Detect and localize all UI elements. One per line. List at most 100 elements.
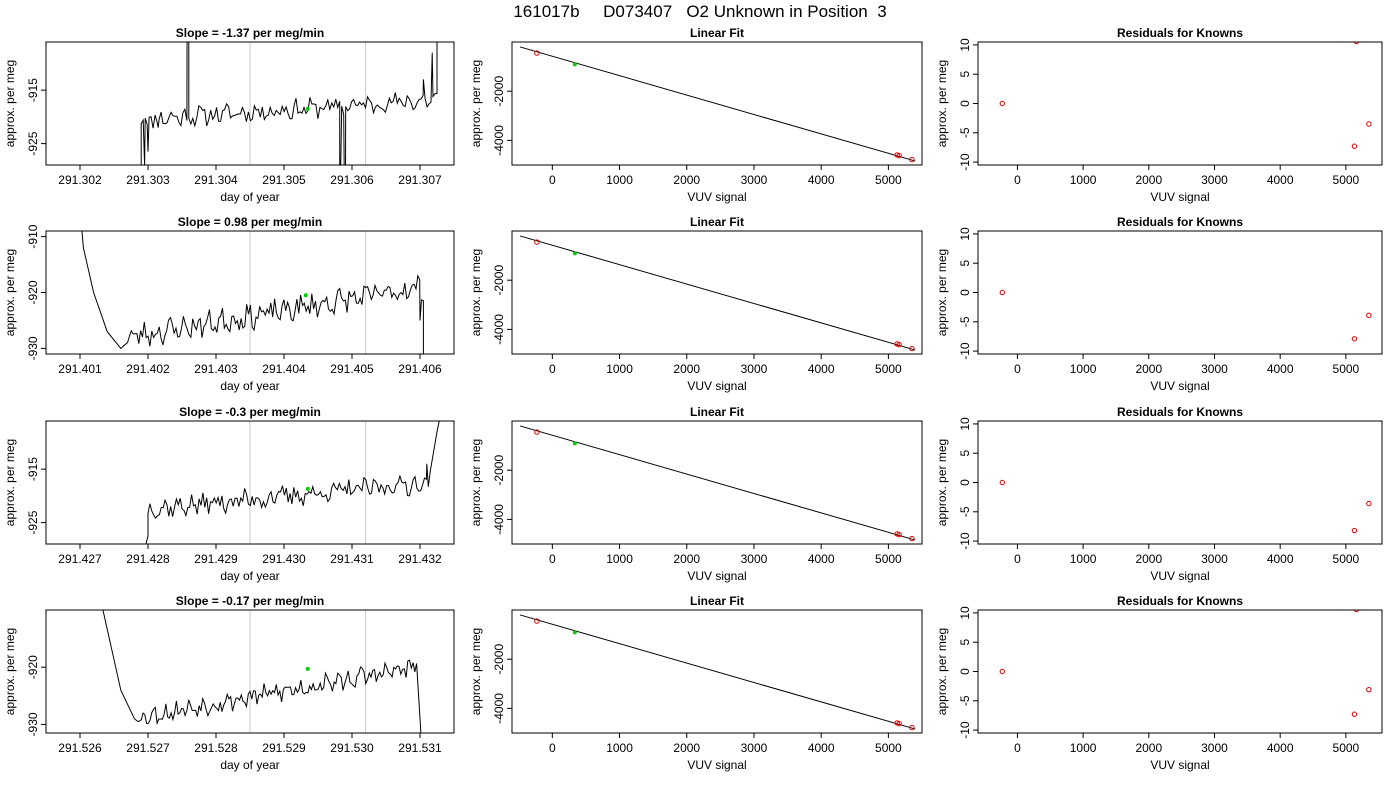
x-tick-label: 291.427 — [58, 552, 102, 566]
x-tick-label: 3000 — [741, 173, 768, 187]
panel-title: Linear Fit — [690, 26, 744, 40]
y-tick-label: -925 — [26, 510, 40, 534]
x-tick-label: 291.526 — [58, 741, 102, 755]
x-tick-label: 5000 — [1333, 552, 1360, 566]
panel-title: Slope = -1.37 per meg/min — [176, 26, 324, 40]
plot-frame — [977, 41, 1383, 166]
x-tick-label: 2000 — [673, 741, 700, 755]
x-tick-label: 291.431 — [330, 552, 374, 566]
x-tick-label: 4000 — [808, 741, 835, 755]
plot-area — [102, 610, 422, 733]
residual-point — [999, 289, 1006, 296]
x-tick-label: 0 — [1014, 362, 1021, 376]
known-point — [909, 345, 915, 352]
panel-1-4: Slope = -0.17 per meg/min 291.526 291.527 2… — [3, 594, 455, 772]
x-tick-label: 4000 — [808, 173, 835, 187]
y-tick-label: -910 — [26, 224, 40, 248]
plot-frame — [977, 230, 1383, 355]
y-axis-label: approx. per meg — [935, 60, 949, 147]
x-tick-label: 2000 — [1135, 741, 1162, 755]
y-axis-label: approx. per meg — [935, 439, 949, 526]
known-point — [896, 720, 902, 727]
known-point — [896, 341, 902, 348]
plot-area — [999, 42, 1372, 149]
x-tick-label: 291.527 — [126, 741, 170, 755]
panel-3-3: Residuals for Knowns 0 1000 2000 3000 4000 500… — [935, 405, 1383, 583]
y-tick-label: -4000 — [492, 693, 506, 724]
y-tick-label: 0 — [958, 100, 972, 107]
panel-2-1: Linear Fit 0 1000 2000 3000 4000 5000 -4000 -200… — [469, 26, 923, 204]
panel-2-3: Linear Fit 0 1000 2000 3000 4000 5000 -4000 -200… — [469, 405, 923, 583]
plot-area — [519, 425, 916, 542]
panel-3-4: Residuals for Knowns 0 1000 2000 3000 4000 500… — [935, 594, 1383, 772]
x-tick-label: 2000 — [1135, 362, 1162, 376]
x-tick-label: 2000 — [673, 552, 700, 566]
y-tick-label: -10 — [958, 721, 972, 739]
x-axis-label: VUV signal — [1150, 758, 1209, 772]
y-tick-label: -920 — [26, 655, 40, 679]
x-tick-label: 291.306 — [330, 173, 374, 187]
y-tick-label: 10 — [958, 227, 972, 241]
unknown-mean-marker — [305, 106, 310, 111]
panel-title: Slope = 0.98 per meg/min — [178, 215, 322, 229]
y-tick-label: -925 — [26, 131, 40, 155]
x-tick-label: 0 — [549, 741, 556, 755]
y-tick-label: 0 — [958, 289, 972, 296]
x-tick-label: 3000 — [741, 552, 768, 566]
y-tick-label: -10 — [958, 153, 972, 171]
x-tick-label: 4000 — [1267, 173, 1294, 187]
x-tick-label: 1000 — [606, 362, 633, 376]
unknown-point — [572, 441, 577, 446]
fit-line — [519, 235, 916, 351]
x-tick-label: 291.430 — [262, 552, 306, 566]
x-tick-label: 4000 — [808, 362, 835, 376]
y-tick-label: 0 — [958, 668, 972, 675]
panel-3-1: Residuals for Knowns 0 1000 2000 3000 4000 500… — [935, 26, 1383, 204]
y-axis-label: approx. per meg — [469, 60, 483, 147]
residual-point — [999, 668, 1006, 675]
residual-point — [999, 100, 1006, 107]
x-tick-label: 291.402 — [126, 362, 170, 376]
plot-frame — [977, 609, 1383, 734]
panel-title: Linear Fit — [690, 594, 744, 608]
residual-point — [1353, 610, 1360, 613]
plot-frame — [511, 609, 923, 734]
x-axis-label: VUV signal — [687, 569, 746, 583]
y-axis-label: approx. per meg — [935, 249, 949, 336]
x-axis-label: VUV signal — [1150, 569, 1209, 583]
y-axis-label: approx. per meg — [3, 628, 17, 715]
plot-area — [145, 421, 440, 544]
x-tick-label: 291.405 — [330, 362, 374, 376]
plot-frame — [45, 41, 455, 166]
y-tick-label: -4000 — [492, 504, 506, 535]
x-tick-label: 5000 — [875, 173, 902, 187]
data-trace — [81, 231, 424, 354]
x-tick-label: 5000 — [1333, 362, 1360, 376]
x-tick-label: 4000 — [1267, 552, 1294, 566]
panel-1-3: Slope = -0.3 per meg/min 291.427 291.428 29… — [3, 405, 455, 583]
x-tick-label: 0 — [549, 173, 556, 187]
x-tick-label: 291.307 — [398, 173, 442, 187]
y-tick-label: -5 — [958, 316, 972, 327]
plot-frame — [45, 609, 455, 734]
plot-frame — [511, 420, 923, 545]
x-tick-label: 1000 — [1070, 741, 1097, 755]
x-axis-label: VUV signal — [687, 758, 746, 772]
plot-frame — [511, 230, 923, 355]
x-tick-label: 3000 — [1201, 741, 1228, 755]
x-tick-label: 3000 — [1201, 552, 1228, 566]
residual-point — [1351, 527, 1358, 534]
y-tick-label: 10 — [958, 38, 972, 52]
panel-title: Slope = -0.3 per meg/min — [179, 405, 321, 419]
panel-1-1: Slope = -1.37 per meg/min 291.302 291.303 2… — [3, 26, 455, 204]
known-point — [909, 724, 915, 731]
x-tick-label: 5000 — [875, 552, 902, 566]
plot-area — [81, 231, 424, 354]
y-axis-label: approx. per meg — [469, 249, 483, 336]
x-tick-label: 291.530 — [330, 741, 374, 755]
panel-title: Residuals for Knowns — [1117, 26, 1243, 40]
y-tick-label: 5 — [958, 450, 972, 457]
x-tick-label: 5000 — [875, 362, 902, 376]
x-tick-label: 1000 — [606, 741, 633, 755]
fit-line — [519, 614, 916, 730]
